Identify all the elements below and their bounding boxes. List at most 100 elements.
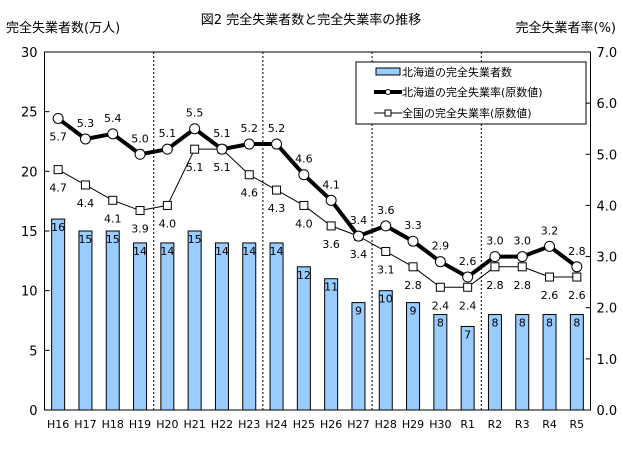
hokkaido-rate-label: 3.3 [404, 219, 422, 232]
national-rate-label: 4.1 [104, 212, 122, 225]
hokkaido-rate-marker [571, 261, 583, 273]
hokkaido-rate-label: 2.8 [568, 245, 586, 258]
bar [51, 218, 66, 411]
hokkaido-rate-marker [243, 138, 255, 150]
bar-label: 8 [573, 317, 580, 330]
bar-label: 8 [519, 317, 526, 330]
hokkaido-rate-label: 3.4 [350, 214, 368, 227]
bar-label: 14 [242, 245, 256, 258]
y-right-tick-label: 2.0 [597, 302, 618, 317]
national-rate-line [57, 148, 577, 288]
hokkaido-rate-marker [516, 251, 528, 263]
national-rate-label: 2.8 [486, 279, 504, 292]
y-left-tick-label: 0 [29, 404, 37, 419]
national-rate-marker [381, 246, 391, 256]
hokkaido-rate-marker [352, 230, 364, 242]
bar [351, 302, 366, 411]
y-right-tick-label: 0.0 [597, 404, 618, 419]
hokkaido-rate-marker [298, 169, 310, 181]
bar-label: 15 [78, 233, 92, 246]
hokkaido-rate-marker [134, 148, 146, 160]
hokkaido-rate-label: 3.6 [377, 204, 395, 217]
x-tick-label: H24 [265, 418, 287, 431]
bar-label: 8 [546, 317, 553, 330]
y-left-tick-label: 20 [21, 165, 38, 180]
hokkaido-rate-label: 5.3 [77, 117, 95, 130]
national-rate-marker [490, 262, 500, 272]
bar [105, 230, 120, 411]
bar [214, 242, 229, 411]
national-rate-marker [463, 282, 473, 292]
bar [460, 325, 475, 411]
x-tick-label: H26 [320, 418, 342, 431]
national-rate-marker [545, 272, 555, 282]
hokkaido-rate-label: 3.0 [486, 235, 504, 248]
national-rate-marker [272, 185, 282, 195]
x-tick-label: H25 [293, 418, 315, 431]
x-tick-label: H18 [102, 418, 124, 431]
national-rate-label: 4.6 [241, 187, 259, 200]
hokkaido-rate-marker [489, 251, 501, 263]
hokkaido-rate-marker [407, 235, 419, 247]
hokkaido-rate-label: 5.5 [186, 107, 204, 120]
bar-label: 12 [297, 269, 311, 282]
bar [78, 230, 93, 411]
hokkaido-rate-label: 5.2 [268, 122, 286, 135]
national-rate-label: 5.1 [186, 161, 204, 174]
national-rate-label: 5.1 [213, 161, 231, 174]
x-tick-label: R5 [570, 418, 585, 431]
national-rate-label: 4.7 [49, 182, 67, 195]
hokkaido-rate-marker [216, 143, 228, 155]
national-rate-marker [408, 262, 418, 272]
national-rate-marker [108, 195, 118, 205]
hokkaido-rate-label: 3.0 [514, 235, 532, 248]
y-right-tick-label: 1.0 [597, 353, 618, 368]
national-rate-label: 4.0 [295, 217, 313, 230]
y-axis-right-label: 完全失業者率(%) [516, 20, 617, 36]
national-rate-label: 2.6 [541, 289, 559, 302]
national-rate-label: 2.4 [432, 299, 450, 312]
national-rate-marker [517, 262, 527, 272]
hokkaido-rate-label: 4.1 [322, 178, 340, 191]
x-tick-label: H28 [375, 418, 397, 431]
hokkaido-rate-label: 5.7 [49, 130, 67, 143]
national-rate-label: 3.6 [322, 238, 340, 251]
x-tick-label: H30 [429, 418, 451, 431]
hokkaido-rate-marker [434, 256, 446, 268]
bar [487, 314, 502, 411]
bar-label: 7 [464, 328, 471, 341]
bar-label: 14 [215, 245, 229, 258]
hokkaido-rate-label: 5.2 [241, 122, 259, 135]
bar-label: 11 [324, 281, 338, 294]
y-right-tick-label: 5.0 [597, 148, 618, 163]
hokkaido-rate-marker [189, 123, 201, 135]
bar-label: 8 [437, 317, 444, 330]
y-axis-left-label: 完全失業者数(万人) [6, 20, 120, 36]
bar-label: 14 [133, 245, 147, 258]
national-rate-marker [326, 221, 336, 231]
hokkaido-rate-marker [107, 128, 119, 140]
hokkaido-rate-marker [52, 112, 64, 124]
national-rate-label: 2.8 [514, 279, 532, 292]
national-rate-marker [135, 206, 145, 216]
national-rate-label: 4.3 [268, 202, 286, 215]
x-tick-label: H23 [238, 418, 260, 431]
legend-label: 北海道の完全失業者数 [402, 65, 512, 79]
bar-label: 14 [270, 245, 284, 258]
y-left-tick-label: 25 [21, 106, 38, 121]
x-tick-label: H27 [347, 418, 369, 431]
y-right-tick-label: 3.0 [597, 251, 618, 266]
bar [542, 314, 557, 411]
hokkaido-rate-marker [325, 194, 337, 206]
hokkaido-rate-marker [79, 133, 91, 145]
national-rate-marker [80, 180, 90, 190]
bar [433, 314, 448, 411]
x-tick-label: H16 [47, 418, 69, 431]
legend-label: 全国の完全失業率(原数値) [402, 106, 532, 120]
hokkaido-rate-label: 5.4 [104, 112, 122, 125]
bar [515, 314, 530, 411]
national-rate-label: 3.4 [350, 248, 368, 261]
bar-label: 8 [491, 317, 498, 330]
national-rate-marker [572, 272, 582, 282]
national-rate-label: 2.4 [459, 299, 477, 312]
